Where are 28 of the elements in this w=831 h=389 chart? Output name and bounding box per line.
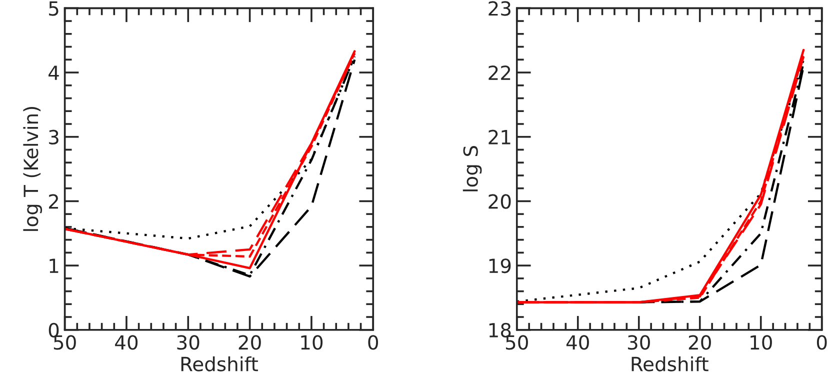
x-tick-label: 30 [177, 335, 200, 350]
y-tick-label: 4 [48, 66, 59, 80]
y-tick-label: 1 [50, 258, 58, 273]
x-tick-label: 50 [506, 335, 528, 350]
x-axis-title: Redshift [181, 356, 258, 372]
x-tick-label: 40 [566, 335, 589, 350]
y-tick-label: 23 [488, 1, 510, 16]
y-tick-label: 0 [48, 322, 59, 338]
y-tick-label: 21 [488, 130, 510, 144]
x-tick-label: 40 [115, 335, 138, 350]
y-tick-label: 22 [488, 65, 510, 80]
y-tick-label: 19 [489, 258, 511, 274]
x-tick-label: 20 [238, 335, 261, 350]
x-tick-label: 20 [688, 335, 711, 350]
y-tick-label: 18 [489, 322, 511, 338]
y-tick-label: 2 [49, 194, 58, 209]
x-tick-label: 50 [54, 335, 76, 350]
x-tick-label: 0 [368, 335, 378, 350]
x-tick-label: 30 [628, 335, 650, 350]
x-tick-label: 10 [301, 335, 323, 350]
y-tick-label: 3 [49, 130, 58, 145]
x-axis-title: Redshift [632, 356, 708, 372]
y-tick-label: 20 [488, 194, 511, 209]
y-axis-title: log T (Kelvin) [23, 106, 42, 231]
y-tick-label: 5 [49, 1, 58, 16]
y-axis-title: log S [462, 146, 482, 192]
x-tick-label: 10 [750, 335, 772, 350]
x-tick-label: 0 [816, 335, 827, 350]
